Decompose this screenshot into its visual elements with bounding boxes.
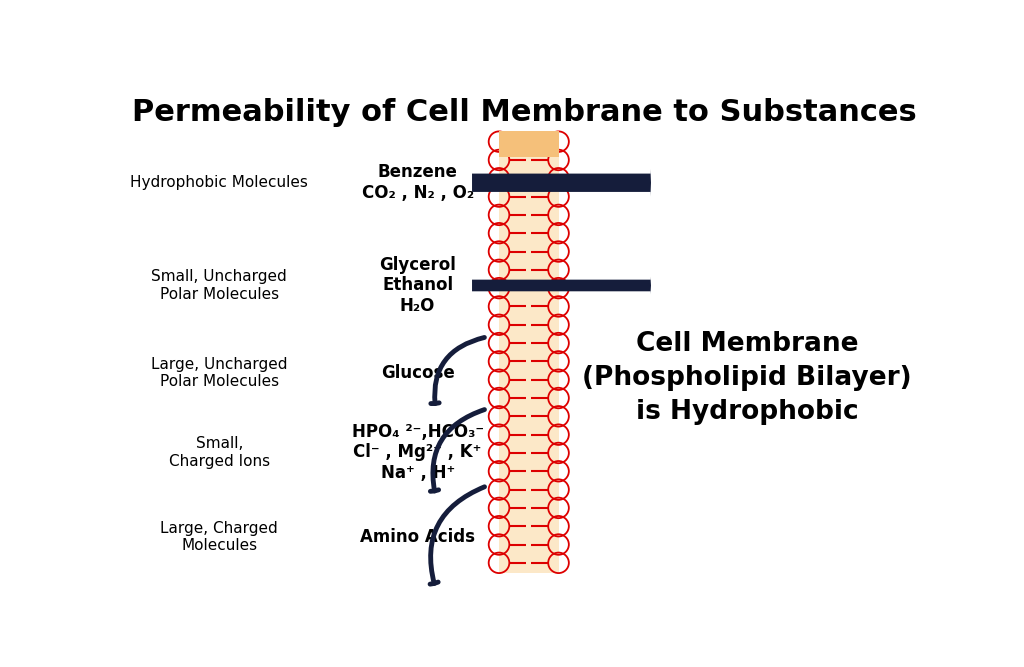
Text: Glucose: Glucose xyxy=(381,364,455,382)
Text: Small,
Charged Ions: Small, Charged Ions xyxy=(169,436,270,469)
Text: Glycerol
Ethanol
H₂O: Glycerol Ethanol H₂O xyxy=(379,255,456,315)
Bar xyxy=(499,131,558,573)
Text: Permeability of Cell Membrane to Substances: Permeability of Cell Membrane to Substan… xyxy=(132,98,918,127)
Bar xyxy=(499,131,558,157)
Text: Large, Charged
Molecules: Large, Charged Molecules xyxy=(161,521,279,554)
Text: HPO₄ ²⁻,HCO₃⁻
Cl⁻ , Mg²⁺ , K⁺
Na⁺ , H⁺: HPO₄ ²⁻,HCO₃⁻ Cl⁻ , Mg²⁺ , K⁺ Na⁺ , H⁺ xyxy=(351,423,483,482)
Text: Small, Uncharged
Polar Molecules: Small, Uncharged Polar Molecules xyxy=(152,269,287,301)
Text: Amino Acids: Amino Acids xyxy=(360,528,475,546)
Text: Cell Membrane
(Phospholipid Bilayer)
is Hydrophobic: Cell Membrane (Phospholipid Bilayer) is … xyxy=(583,331,911,425)
Text: Hydrophobic Molecules: Hydrophobic Molecules xyxy=(130,175,308,190)
Text: Large, Uncharged
Polar Molecules: Large, Uncharged Polar Molecules xyxy=(151,357,288,389)
Text: Benzene
CO₂ , N₂ , O₂: Benzene CO₂ , N₂ , O₂ xyxy=(361,163,474,202)
